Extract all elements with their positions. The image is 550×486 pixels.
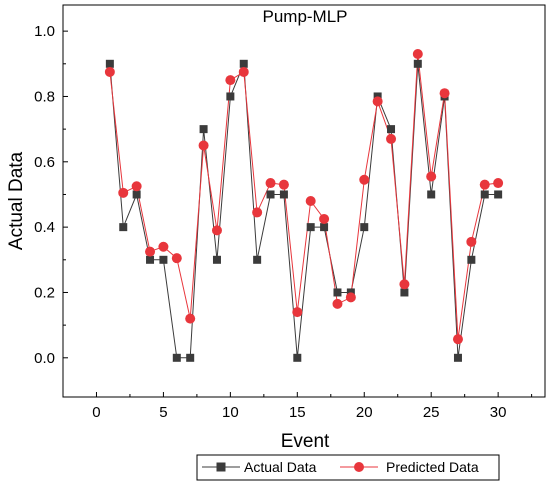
x-tick-label: 10 <box>222 404 239 421</box>
actual-data-point <box>212 255 221 264</box>
y-axis-title: Actual Data <box>6 151 27 250</box>
predicted-data-point <box>171 253 182 264</box>
y-tick-label: 1.0 <box>34 23 55 40</box>
legend: Actual Data Predicted Data <box>196 454 500 481</box>
legend-actual-marker <box>216 462 226 472</box>
actual-data-point <box>320 223 329 232</box>
predicted-data-point <box>452 334 463 345</box>
actual-data-point <box>132 190 141 199</box>
predicted-data-point <box>372 96 383 107</box>
actual-data-point <box>159 255 168 264</box>
predicted-data-point <box>493 178 504 189</box>
actual-data-point <box>413 59 422 68</box>
actual-data-point <box>427 190 436 199</box>
x-tick-label: 25 <box>423 404 440 421</box>
actual-data-point <box>293 353 302 362</box>
y-axis: 0.0 0.2 0.4 0.6 0.8 1.0 <box>34 23 68 367</box>
actual-data-point <box>333 288 342 297</box>
actual-data-point <box>400 288 409 297</box>
predicted-data-point <box>225 75 236 86</box>
legend-predicted-marker <box>354 462 364 472</box>
chart-title: Pump-MLP <box>262 7 347 26</box>
predicted-data-point <box>359 174 370 185</box>
x-tick-label: 15 <box>289 404 306 421</box>
predicted-data-point <box>305 196 316 206</box>
actual-data-point <box>494 190 503 199</box>
actual-data-point <box>172 353 181 362</box>
y-tick-label: 0.0 <box>34 350 55 367</box>
x-tick-label: 20 <box>356 404 373 421</box>
y-tick-label: 0.4 <box>34 219 55 236</box>
actual-data-point <box>279 190 288 199</box>
predicted-data-point <box>292 307 303 318</box>
x-axis: 0 5 10 15 20 25 30 <box>62 392 533 421</box>
predicted-data-point <box>332 298 343 309</box>
predicted-data-point <box>386 133 397 144</box>
predicted-data-point <box>131 181 142 192</box>
actual-data-point <box>467 255 476 264</box>
x-tick-label: 0 <box>92 404 100 421</box>
predicted-data-point <box>185 313 196 324</box>
actual-data-point <box>253 255 262 264</box>
legend-actual-label: Actual Data <box>244 459 317 475</box>
actual-data-point <box>360 223 369 232</box>
predicted-data-point <box>399 279 410 290</box>
predicted-data-point <box>118 187 129 198</box>
legend-predicted-label: Predicted Data <box>386 459 479 475</box>
predicted-data-point <box>426 171 437 182</box>
predicted-data-point <box>412 49 423 59</box>
predicted-data-point <box>466 236 477 247</box>
actual-data-point <box>105 59 114 68</box>
actual-data-line <box>109 63 499 359</box>
actual-data-point <box>480 190 489 199</box>
actual-data-point <box>453 353 462 362</box>
x-tick-label: 30 <box>490 404 507 421</box>
predicted-data-point <box>345 292 356 303</box>
plot-area <box>104 49 504 362</box>
y-tick-label: 0.6 <box>34 154 55 171</box>
x-tick-label: 5 <box>159 404 167 421</box>
actual-data-point <box>186 353 195 362</box>
y-tick-label: 0.8 <box>34 88 55 105</box>
predicted-data-point <box>158 241 169 252</box>
actual-data-point <box>266 190 275 199</box>
actual-data-point <box>119 223 128 232</box>
actual-data-point <box>226 92 235 101</box>
plot-frame <box>62 4 546 398</box>
actual-data-point <box>239 59 248 68</box>
predicted-data-point <box>238 66 249 77</box>
predicted-data-point <box>479 179 490 190</box>
predicted-data-point <box>211 225 222 236</box>
actual-data-point <box>306 223 315 232</box>
predicted-data-point <box>439 88 450 99</box>
y-tick-label: 0.2 <box>34 284 55 301</box>
x-axis-title: Event <box>281 431 330 452</box>
predicted-data-point <box>145 246 156 257</box>
actual-data-point <box>199 125 208 134</box>
predicted-data-point <box>278 179 289 190</box>
predicted-data-point <box>104 66 115 77</box>
actual-data-point <box>146 255 155 264</box>
predicted-data-point <box>319 213 330 224</box>
actual-data-point <box>387 125 396 134</box>
predicted-data-point <box>252 207 263 218</box>
predicted-data-point <box>198 140 209 151</box>
predicted-data-point <box>265 178 276 189</box>
